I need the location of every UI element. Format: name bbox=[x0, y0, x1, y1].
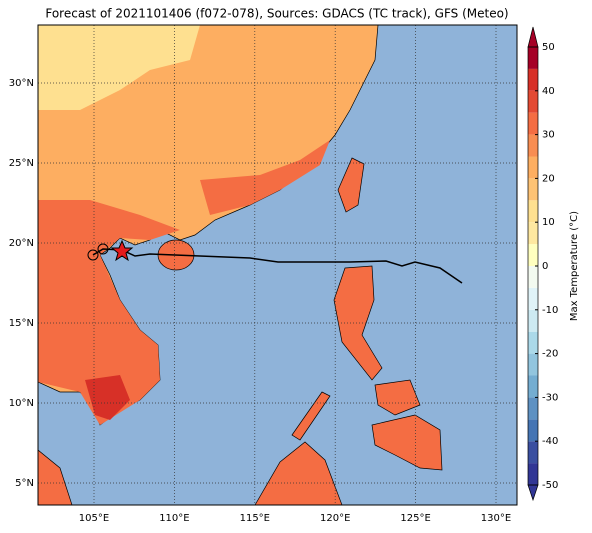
title: Forecast of 2021101406 (f072-078), Sourc… bbox=[45, 7, 508, 21]
track-point bbox=[97, 243, 109, 255]
lon-tick-label: 105°E bbox=[79, 513, 109, 524]
colorbar-tick-label: 10 bbox=[542, 217, 555, 228]
land-visayas bbox=[374, 379, 421, 416]
colorbar-tick-label: -10 bbox=[542, 305, 558, 316]
colorbar-band bbox=[528, 441, 538, 464]
land-palawan bbox=[291, 391, 331, 441]
colorbar-tick-label: -20 bbox=[542, 349, 558, 360]
lat-tick-label: 25°N bbox=[9, 158, 34, 169]
lon-tick-label: 115°E bbox=[240, 513, 270, 524]
land-hottest bbox=[85, 375, 130, 420]
colorbar-tick-label: -50 bbox=[542, 480, 558, 491]
colorbar-tick-label: 30 bbox=[542, 130, 555, 141]
colorbar-band bbox=[528, 375, 538, 398]
colorbar-tick-label: 20 bbox=[542, 173, 555, 184]
colorbar-band bbox=[528, 200, 538, 223]
lat-tick-label: 10°N bbox=[9, 398, 34, 409]
lat-tick-label: 20°N bbox=[9, 238, 34, 249]
lon-tick-label: 120°E bbox=[320, 513, 350, 524]
land-borneo bbox=[254, 441, 343, 505]
land-warm bbox=[38, 25, 200, 110]
colorbar-tick-label: -30 bbox=[542, 392, 558, 403]
colorbar-band bbox=[528, 244, 538, 266]
graticule bbox=[38, 25, 517, 505]
colorbar-band bbox=[528, 287, 538, 310]
colorbar-band bbox=[528, 68, 538, 91]
land-luzon bbox=[333, 265, 383, 381]
map-frame bbox=[37, 24, 518, 506]
colorbar-label: Max Temperature (°C) bbox=[569, 211, 580, 321]
land-mindanao bbox=[371, 414, 443, 471]
colorbar-band bbox=[528, 266, 538, 288]
colorbar-band bbox=[528, 178, 538, 201]
colorbar-band bbox=[528, 112, 538, 135]
colorbar-tick-label: 0 bbox=[542, 261, 548, 272]
land-hot bbox=[38, 140, 330, 425]
lat-tick-label: 5°N bbox=[15, 478, 34, 489]
colorbar-band bbox=[528, 134, 538, 157]
colorbar: -50 -40 -30 -20 -10 0 10 20 30 40 50 bbox=[527, 26, 558, 502]
lon-tick-label: 125°E bbox=[400, 513, 430, 524]
lat-tick-label: 30°N bbox=[9, 78, 34, 89]
colorbar-tick-label: 50 bbox=[542, 42, 555, 53]
colorbar-band bbox=[528, 353, 538, 376]
colorbar-extend-top bbox=[527, 26, 539, 48]
colorbar-band bbox=[528, 156, 538, 179]
colorbar-band bbox=[528, 463, 538, 485]
track-point bbox=[87, 249, 99, 261]
colorbar-tick-label: -40 bbox=[542, 436, 558, 447]
colorbar-band bbox=[528, 331, 538, 354]
lat-tick-label: 15°N bbox=[9, 318, 34, 329]
colorbar-band bbox=[528, 90, 538, 113]
colorbar-band bbox=[528, 419, 538, 442]
colorbar-band bbox=[528, 222, 538, 245]
storm-position bbox=[110, 239, 134, 262]
land-malaysia bbox=[38, 449, 73, 505]
colorbar-band bbox=[528, 47, 538, 69]
colorbar-extend-bottom bbox=[527, 484, 539, 502]
map-area bbox=[38, 25, 517, 505]
lon-tick-label: 110°E bbox=[159, 513, 189, 524]
colorbar-band bbox=[528, 309, 538, 332]
colorbar-band bbox=[528, 397, 538, 420]
colorbar-tick-label: 40 bbox=[542, 86, 555, 97]
lon-tick-label: 130°E bbox=[481, 513, 511, 524]
